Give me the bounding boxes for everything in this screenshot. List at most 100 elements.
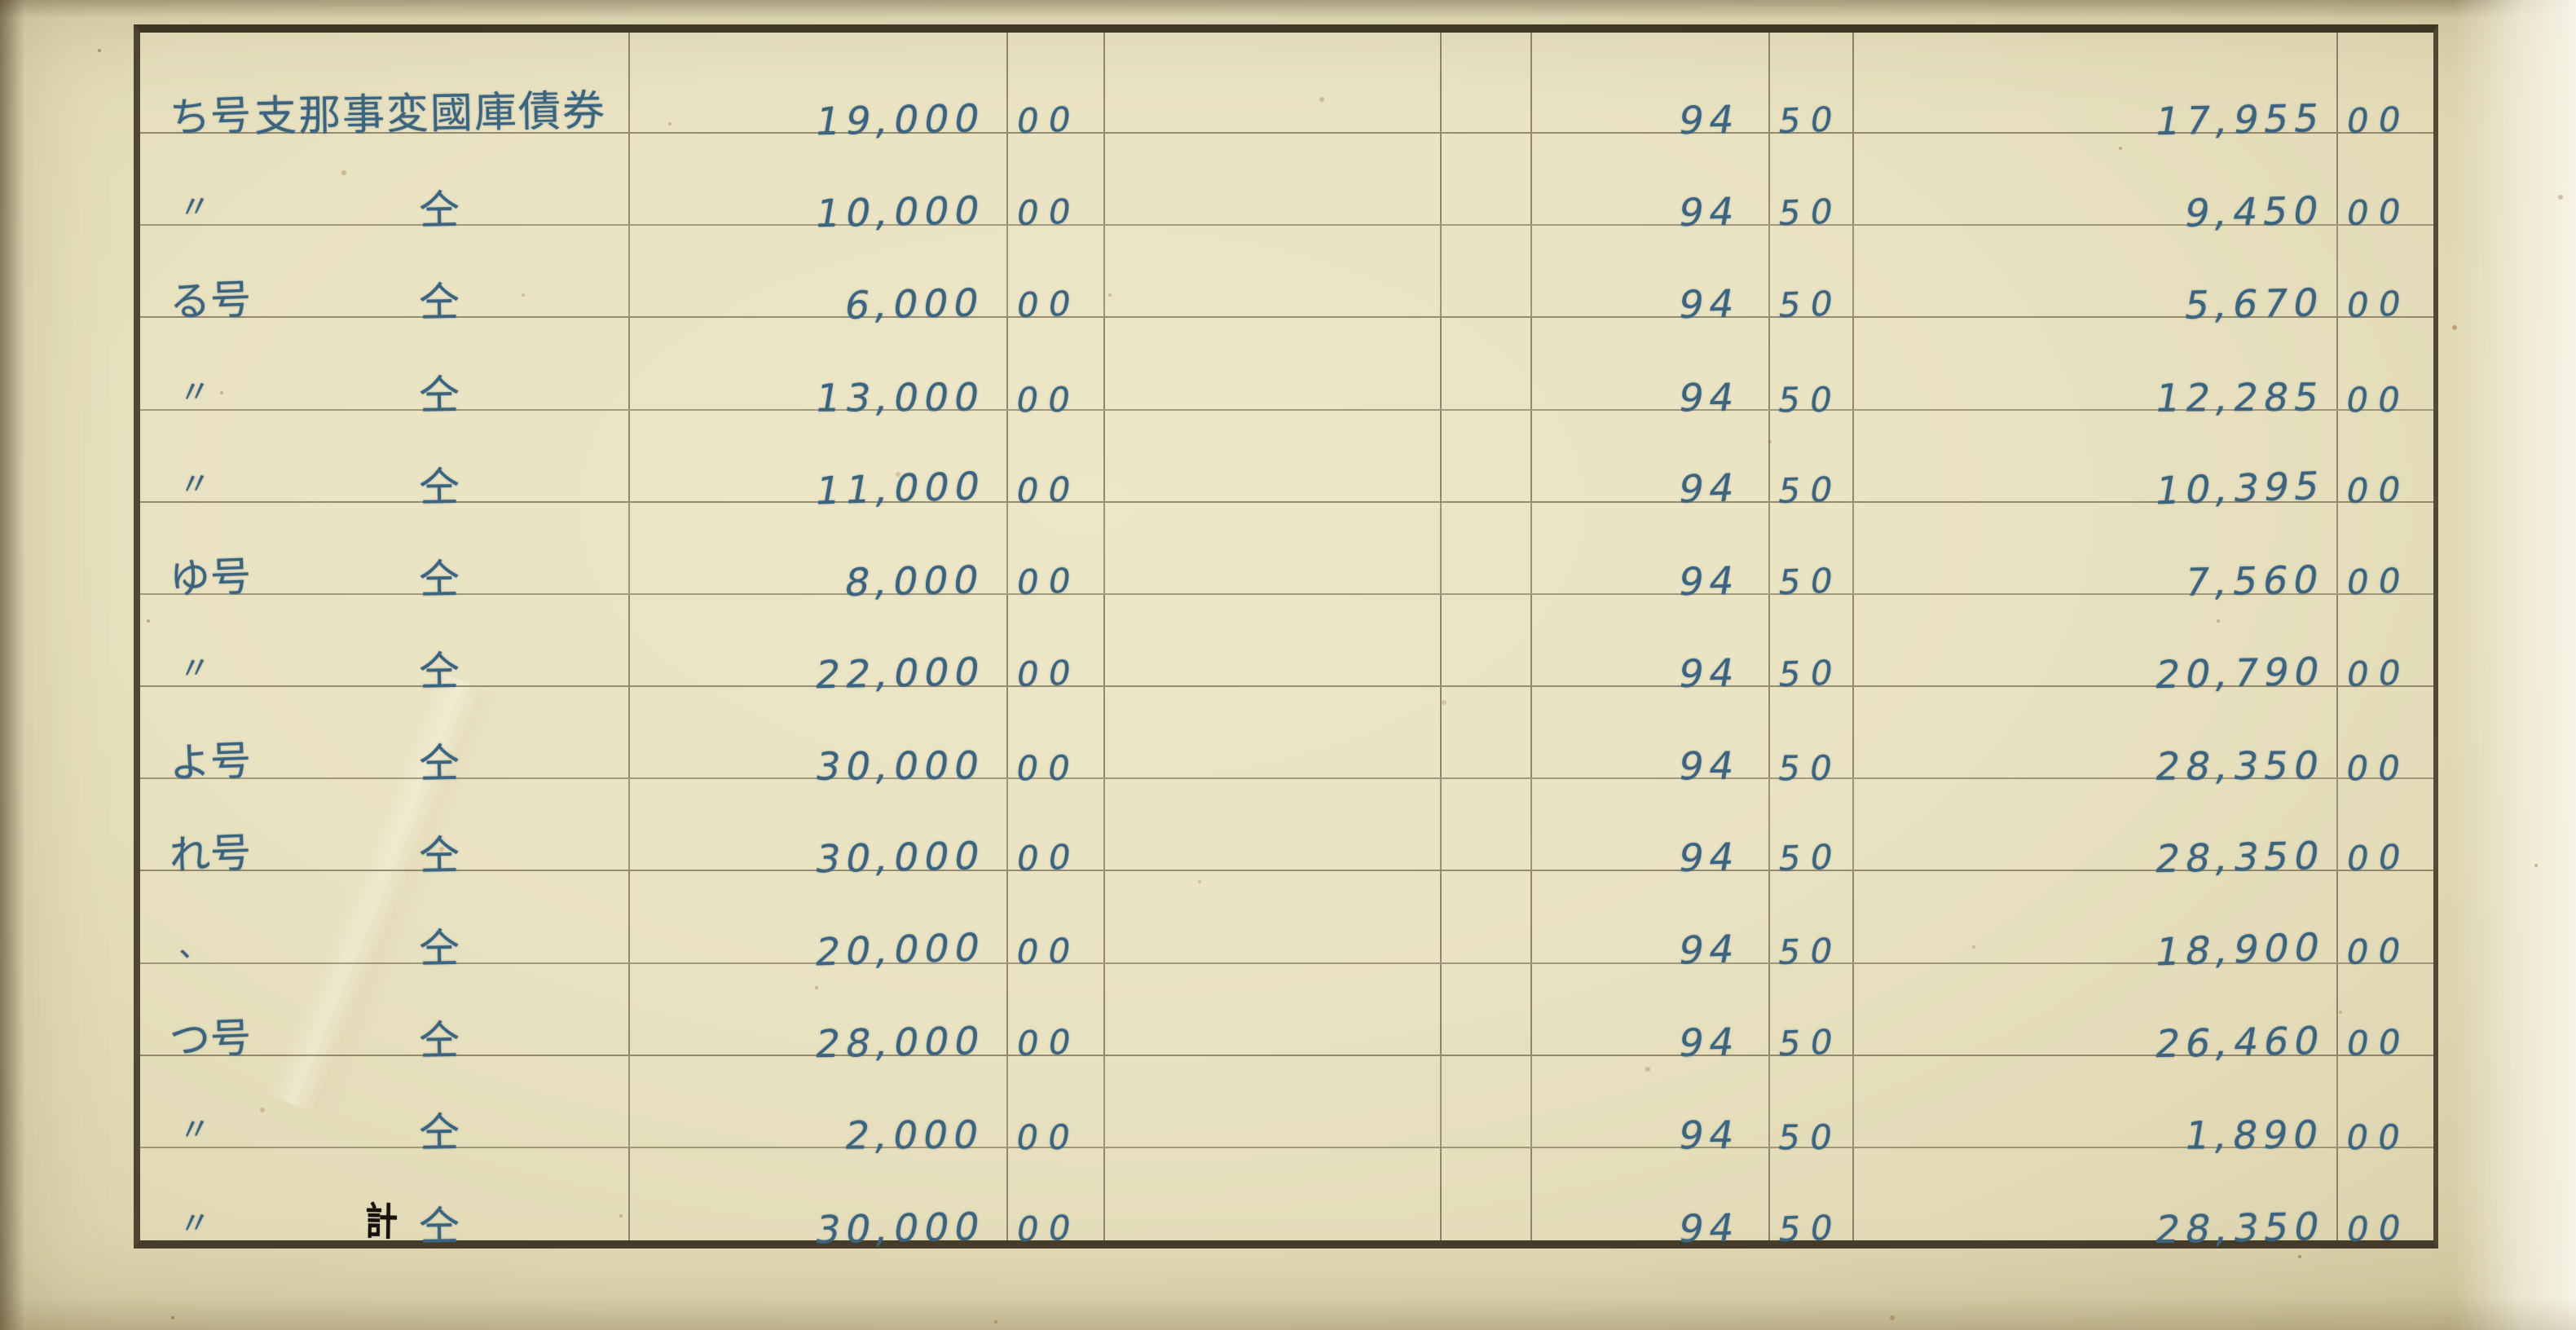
face-amount-sen-cell: 00 bbox=[1008, 963, 1105, 1064]
paper-edge-shade-left bbox=[0, 0, 24, 1330]
series-marker: よ号 bbox=[169, 737, 252, 787]
proceeds-sen-cell: 00 bbox=[2338, 595, 2433, 694]
security-cell: 〃 仝 bbox=[140, 318, 630, 419]
empty-cell bbox=[1105, 871, 1442, 962]
empty-sen-cell bbox=[1442, 871, 1532, 962]
face-amount-sen-cell: 00 bbox=[1008, 33, 1105, 141]
proceeds-sen-cell: 00 bbox=[2338, 226, 2433, 326]
security-cell: る号 仝 bbox=[140, 226, 630, 327]
price-sen-cell: 50 bbox=[1770, 410, 1854, 511]
table-row: 〃 仝 13,000 00 94 50 12,285 00 bbox=[140, 318, 2433, 421]
proceeds-sen-cell: 00 bbox=[2338, 411, 2433, 510]
empty-sen-cell bbox=[1442, 594, 1532, 686]
table-row: 、 仝 20,000 00 94 50 18,900 00 bbox=[140, 871, 2433, 975]
face-amount-sen-cell: 00 bbox=[1008, 318, 1105, 420]
price-sen-cell: 50 bbox=[1770, 502, 1854, 602]
table-row: つ号 仝 28,000 00 94 50 26,460 00 bbox=[140, 963, 2433, 1067]
proceeds-sen-cell: 00 bbox=[2338, 1056, 2433, 1158]
face-amount-sen-cell: 00 bbox=[1008, 1055, 1105, 1157]
series-marker: 〃 bbox=[178, 465, 212, 503]
security-cell: よ号 仝 bbox=[140, 687, 630, 788]
empty-cell bbox=[1105, 33, 1442, 132]
price-cell: 94 bbox=[1532, 33, 1770, 143]
price-sen-cell: 50 bbox=[1770, 687, 1854, 788]
security-cell: ゆ号 仝 bbox=[140, 502, 630, 603]
proceeds-sen-cell: 00 bbox=[2338, 871, 2433, 971]
price-cell: 94 bbox=[1532, 502, 1770, 605]
empty-sen-cell bbox=[1442, 33, 1532, 132]
price-cell: 94 bbox=[1532, 410, 1770, 512]
proceeds-cell: 12,285 bbox=[1854, 318, 2338, 421]
proceeds: 28,350 bbox=[2151, 1204, 2328, 1253]
proceeds-sen-cell: 00 bbox=[2338, 779, 2433, 879]
empty-cell bbox=[1105, 1055, 1442, 1147]
empty-cell bbox=[1105, 779, 1442, 870]
face-amount-cell: 28,000 bbox=[630, 963, 1008, 1067]
price-cell: 94 bbox=[1532, 687, 1770, 790]
face-amount: 30,000 bbox=[811, 1204, 989, 1253]
series-marker: ち号 bbox=[169, 91, 252, 142]
empty-sen-cell bbox=[1442, 963, 1532, 1055]
security-cell: 〃 仝 bbox=[140, 594, 630, 695]
table-row: よ号 仝 30,000 00 94 50 28,350 00 bbox=[140, 687, 2433, 790]
price-sen-cell: 50 bbox=[1770, 33, 1854, 141]
proceeds-cell: 17,955 bbox=[1854, 33, 2338, 144]
security-name: 支那事変國庫債券 bbox=[253, 86, 607, 142]
table-row: れ号 仝 30,000 00 94 50 28,350 00 bbox=[140, 779, 2433, 883]
proceeds-cell: 7,560 bbox=[1854, 502, 2338, 606]
price-sen-cell: 50 bbox=[1770, 1147, 1854, 1249]
paper-foxing-speckles bbox=[98, 49, 101, 52]
empty-cell bbox=[1105, 687, 1442, 778]
price-sen-cell: 50 bbox=[1770, 871, 1854, 972]
face-amount-sen-cell: 00 bbox=[1008, 687, 1105, 788]
empty-sen-cell bbox=[1442, 410, 1532, 501]
face-amount-sen: 00 bbox=[1013, 1207, 1084, 1250]
face-amount-cell: 13,000 bbox=[630, 318, 1008, 421]
face-amount-sen-cell: 00 bbox=[1008, 779, 1105, 879]
series-marker: れ号 bbox=[169, 829, 252, 880]
face-amount-cell: 11,000 bbox=[630, 410, 1008, 513]
empty-sen-cell bbox=[1442, 687, 1532, 778]
price-sen-cell: 50 bbox=[1770, 594, 1854, 694]
security-name: 仝 bbox=[418, 924, 460, 972]
price-sen-cell: 50 bbox=[1770, 318, 1854, 420]
table-row: ち号 支那事変國庫債券 19,000 00 94 50 17,955 00 bbox=[140, 33, 2433, 144]
series-marker: 〃 bbox=[178, 372, 212, 411]
face-amount-cell: 20,000 bbox=[630, 871, 1008, 975]
proceeds-cell: 28,350 bbox=[1854, 1147, 2338, 1253]
series-marker: 〃 bbox=[178, 187, 212, 227]
face-amount-cell: 2,000 bbox=[630, 1055, 1008, 1159]
table-row: 〃 仝 10,000 00 94 50 9,450 00 bbox=[140, 133, 2433, 237]
face-amount-cell: 19,000 bbox=[630, 33, 1008, 144]
face-amount-sen-cell: 00 bbox=[1008, 410, 1105, 511]
proceeds-sen-cell: 00 bbox=[2338, 687, 2433, 789]
proceeds-sen-cell: 00 bbox=[2338, 503, 2433, 602]
face-amount-cell: 22,000 bbox=[630, 594, 1008, 698]
proceeds-cell: 10,395 bbox=[1854, 410, 2338, 513]
face-amount-sen-cell: 00 bbox=[1008, 133, 1105, 233]
price-sen: 50 bbox=[1775, 1207, 1846, 1250]
face-amount-cell: 30,000 bbox=[630, 1147, 1008, 1253]
security-cell: つ号 仝 bbox=[140, 963, 630, 1064]
empty-cell bbox=[1105, 963, 1442, 1055]
security-name: 仝 bbox=[418, 1108, 460, 1157]
security-cell: 〃 仝 bbox=[140, 133, 630, 235]
proceeds-sen-cell: 00 bbox=[2338, 318, 2433, 420]
proceeds-cell: 9,450 bbox=[1854, 133, 2338, 236]
proceeds-cell: 28,350 bbox=[1854, 779, 2338, 883]
security-name: 仝 bbox=[418, 1016, 460, 1065]
paper-edge-shade-right bbox=[2454, 0, 2576, 1330]
price-cell: 94 bbox=[1532, 1055, 1770, 1158]
price-cell: 94 bbox=[1532, 594, 1770, 697]
security-name: 仝 bbox=[418, 278, 460, 327]
proceeds-sen-cell: 00 bbox=[2338, 1148, 2433, 1249]
face-amount-sen-cell: 00 bbox=[1008, 502, 1105, 602]
security-cell: ち号 支那事変國庫債券 bbox=[140, 33, 630, 142]
empty-sen-cell bbox=[1442, 226, 1532, 317]
series-marker: 〃 bbox=[178, 649, 212, 688]
table-row: ゆ号 仝 8,000 00 94 50 7,560 00 bbox=[140, 502, 2433, 606]
face-amount-sen-cell: 00 bbox=[1008, 226, 1105, 325]
face-amount-cell: 8,000 bbox=[630, 502, 1008, 606]
price-cell: 94 bbox=[1532, 226, 1770, 328]
kei-stamp: 計 bbox=[364, 1199, 399, 1245]
